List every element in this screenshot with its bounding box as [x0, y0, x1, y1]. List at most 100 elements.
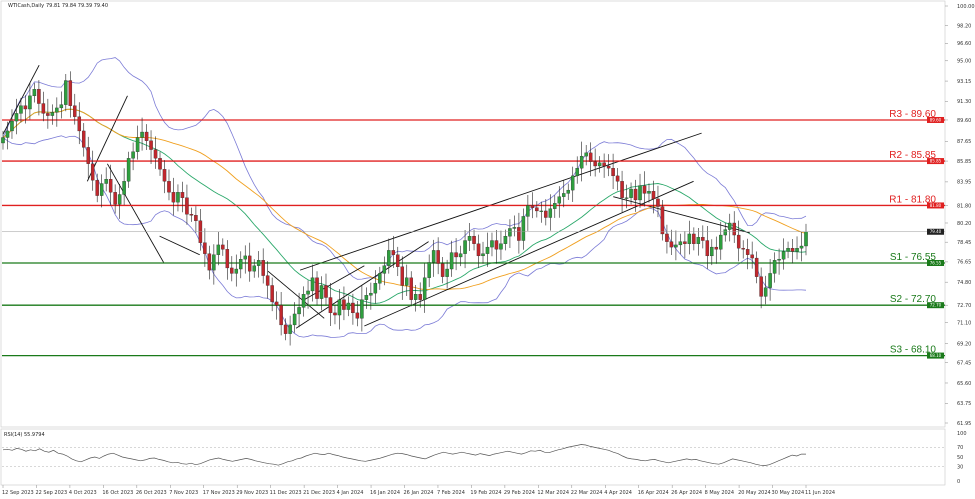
- candle-body: [777, 259, 781, 261]
- candle-body: [701, 237, 705, 241]
- date-tick-label: 12 Sep 2023: [2, 490, 34, 496]
- candle-body: [247, 255, 252, 272]
- candle-body: [144, 131, 149, 141]
- main-price-panel: WTICash,Daily 79.81 79.84 79.39 79.40 R3…: [0, 0, 946, 428]
- price-tick-label: 78.45: [957, 240, 971, 246]
- candle-body: [104, 179, 108, 184]
- price-tick-label: 67.45: [957, 361, 971, 367]
- main-panel-frame: [0, 0, 946, 428]
- candle-body: [86, 147, 90, 164]
- candle-body: [786, 248, 790, 252]
- rsi-tick-label: 0: [957, 479, 960, 485]
- candle-body: [660, 206, 665, 235]
- candle-body: [243, 255, 247, 260]
- candle-body: [714, 246, 719, 250]
- rsi-panel-frame: [0, 428, 946, 486]
- last-price-tag: [927, 228, 944, 235]
- candle-body: [378, 273, 382, 284]
- candle-body: [611, 168, 615, 177]
- candle-body: [283, 324, 288, 334]
- date-tick-label: 21 Dec 2023: [303, 490, 335, 496]
- candle-body: [620, 181, 624, 198]
- candle-body: [544, 210, 548, 218]
- candle-body: [436, 250, 440, 264]
- date-tick-label: 8 May 2024: [705, 490, 734, 496]
- level-price-tag-text: 89.60: [930, 117, 942, 122]
- candle-body: [745, 249, 750, 255]
- rsi-line: [2, 444, 945, 467]
- candle-body: [5, 130, 10, 138]
- candle-body: [562, 193, 566, 197]
- candle-body: [73, 105, 77, 117]
- candle-body: [727, 222, 732, 230]
- candle-body: [189, 214, 194, 216]
- level-price-tag-text: 76.55: [930, 260, 942, 265]
- candle-body: [503, 235, 508, 244]
- candle-body: [117, 194, 122, 205]
- candle-body: [180, 192, 185, 198]
- candle-body: [669, 241, 674, 248]
- candle-body: [10, 120, 14, 132]
- candle-body: [315, 277, 319, 299]
- candle-body: [418, 294, 422, 300]
- last-price-tag-text: 79.40: [930, 229, 942, 234]
- candle-body: [754, 257, 759, 277]
- date-tick-label: 16 Apr 2024: [638, 490, 669, 496]
- date-tick-label: 29 Nov 2023: [236, 490, 268, 496]
- trend-line: [613, 196, 750, 234]
- candle-body: [400, 266, 405, 286]
- price-tick-label: 96.60: [957, 41, 971, 47]
- candle-body: [355, 312, 360, 319]
- candle-body: [14, 113, 19, 122]
- candle-body: [494, 240, 499, 250]
- candle-body: [633, 188, 638, 201]
- date-tick-label: 26 Oct 2023: [136, 490, 167, 496]
- candle-body: [149, 140, 153, 150]
- candle-body: [221, 244, 225, 250]
- candle-body: [90, 163, 95, 181]
- candle-body: [440, 263, 445, 277]
- candle-body: [234, 268, 239, 274]
- candle-body: [597, 162, 602, 167]
- price-tick-label: 65.60: [957, 381, 971, 387]
- candle-body: [19, 105, 23, 114]
- candle-body: [687, 233, 692, 244]
- candle-body: [750, 254, 754, 259]
- candle-body: [526, 205, 530, 217]
- candle-body: [207, 253, 212, 271]
- candle-body: [795, 248, 799, 252]
- candle-body: [485, 246, 490, 254]
- candle-body: [638, 185, 642, 201]
- level-label: S3 - 68.10: [890, 345, 937, 356]
- date-tick-label: 22 Mar 2024: [571, 490, 603, 496]
- candle-body: [270, 285, 274, 303]
- candle-body: [382, 265, 387, 274]
- level-price-tag-text: 68.10: [930, 353, 942, 358]
- candle-body: [422, 277, 427, 300]
- candle-body: [391, 250, 396, 255]
- candle-body: [387, 250, 391, 266]
- candle-body: [557, 196, 562, 204]
- price-tick-label: 89.60: [957, 118, 971, 124]
- candle-body: [216, 244, 221, 255]
- candle-body: [158, 158, 162, 170]
- candle-body: [360, 299, 364, 319]
- candle-body: [476, 243, 481, 257]
- level-label: R3 - 89.60: [889, 109, 936, 120]
- candle-body: [719, 234, 723, 250]
- candle-body: [804, 231, 808, 247]
- candle-body: [409, 277, 413, 300]
- candle-body: [593, 161, 597, 167]
- candle-body: [373, 283, 378, 294]
- candle-body: [584, 152, 588, 157]
- candle-body: [41, 103, 46, 114]
- candle-body: [297, 307, 301, 315]
- candle-body: [763, 287, 768, 297]
- candle-body: [741, 248, 745, 250]
- date-tick-label: 7 Nov 2023: [169, 490, 198, 496]
- level-label: S1 - 76.55: [890, 252, 937, 263]
- candle-body: [310, 277, 315, 292]
- candle-body: [77, 116, 82, 132]
